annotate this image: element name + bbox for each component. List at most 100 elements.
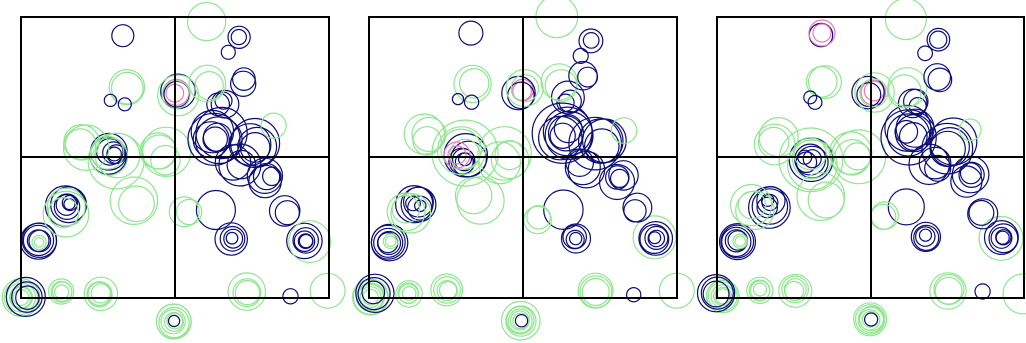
circle (436, 280, 458, 302)
circle (282, 288, 299, 305)
circle (609, 168, 630, 188)
circle (456, 176, 505, 225)
circle (386, 192, 426, 232)
circle (760, 193, 775, 207)
circle (887, 74, 922, 109)
circle (268, 195, 301, 227)
circle (730, 183, 773, 227)
circle (638, 220, 674, 256)
circle (870, 201, 899, 230)
circle (443, 141, 471, 169)
circle (401, 286, 417, 301)
circle (887, 67, 928, 108)
circle (535, 0, 579, 39)
circle (219, 225, 246, 252)
circle (778, 273, 813, 308)
circle (232, 278, 262, 308)
circle (802, 149, 822, 169)
circle (206, 92, 231, 117)
circle (86, 281, 113, 308)
circle (910, 221, 942, 253)
circle (223, 228, 244, 249)
circle (90, 283, 112, 304)
circle (28, 229, 52, 253)
circle (117, 97, 132, 112)
circle (166, 312, 184, 330)
circle (405, 195, 421, 212)
circle (63, 198, 76, 211)
circle (90, 135, 125, 170)
circle (288, 220, 332, 264)
circle (577, 66, 599, 88)
circle (934, 276, 963, 305)
circle (553, 114, 583, 144)
circle (927, 67, 953, 93)
circle (791, 139, 832, 180)
circle (526, 205, 551, 230)
panel-frames (20, 16, 1025, 299)
circle (384, 235, 397, 247)
circle (803, 90, 818, 105)
circle (158, 306, 190, 339)
circle (286, 222, 323, 260)
circle (914, 226, 936, 247)
circle (447, 145, 467, 165)
circle (227, 272, 267, 311)
circle (246, 157, 284, 194)
circle (438, 281, 458, 300)
circle (569, 231, 583, 246)
circle (887, 188, 925, 226)
circle (924, 154, 952, 182)
circle (509, 310, 531, 331)
circle (608, 160, 639, 191)
circle (106, 144, 127, 165)
circle (507, 308, 533, 334)
circle (854, 304, 886, 335)
circle (260, 112, 287, 139)
circle (812, 23, 832, 43)
circle (478, 141, 522, 185)
circle (514, 314, 529, 328)
circle (626, 287, 642, 303)
circle (967, 198, 999, 230)
circle (632, 215, 677, 260)
circle (926, 27, 951, 52)
circle (796, 172, 846, 222)
circle (42, 190, 90, 238)
circle (292, 227, 319, 254)
circle (46, 187, 86, 227)
circle (746, 276, 774, 304)
circle (714, 288, 731, 305)
circle (47, 278, 75, 305)
circle (21, 222, 58, 259)
circle (505, 305, 537, 337)
circle (923, 63, 952, 91)
circle (544, 69, 578, 103)
circle (565, 229, 585, 249)
circle (22, 224, 55, 257)
circle (807, 65, 842, 100)
circle (974, 283, 991, 300)
circle (500, 300, 541, 341)
circle (237, 126, 278, 167)
circle (103, 93, 118, 108)
circle (225, 231, 239, 245)
circle (556, 93, 575, 112)
circle (194, 70, 224, 101)
circle (543, 189, 584, 231)
circle (261, 166, 282, 187)
circle (737, 190, 767, 220)
circle (808, 19, 836, 47)
circle (229, 70, 257, 98)
circle (752, 282, 768, 297)
circle (578, 28, 604, 54)
circle (298, 233, 314, 249)
circle (234, 279, 261, 306)
circle (150, 144, 181, 176)
circle (53, 193, 81, 220)
circle (959, 162, 982, 185)
circle (734, 235, 746, 247)
circle (784, 280, 805, 301)
circle (958, 118, 982, 142)
